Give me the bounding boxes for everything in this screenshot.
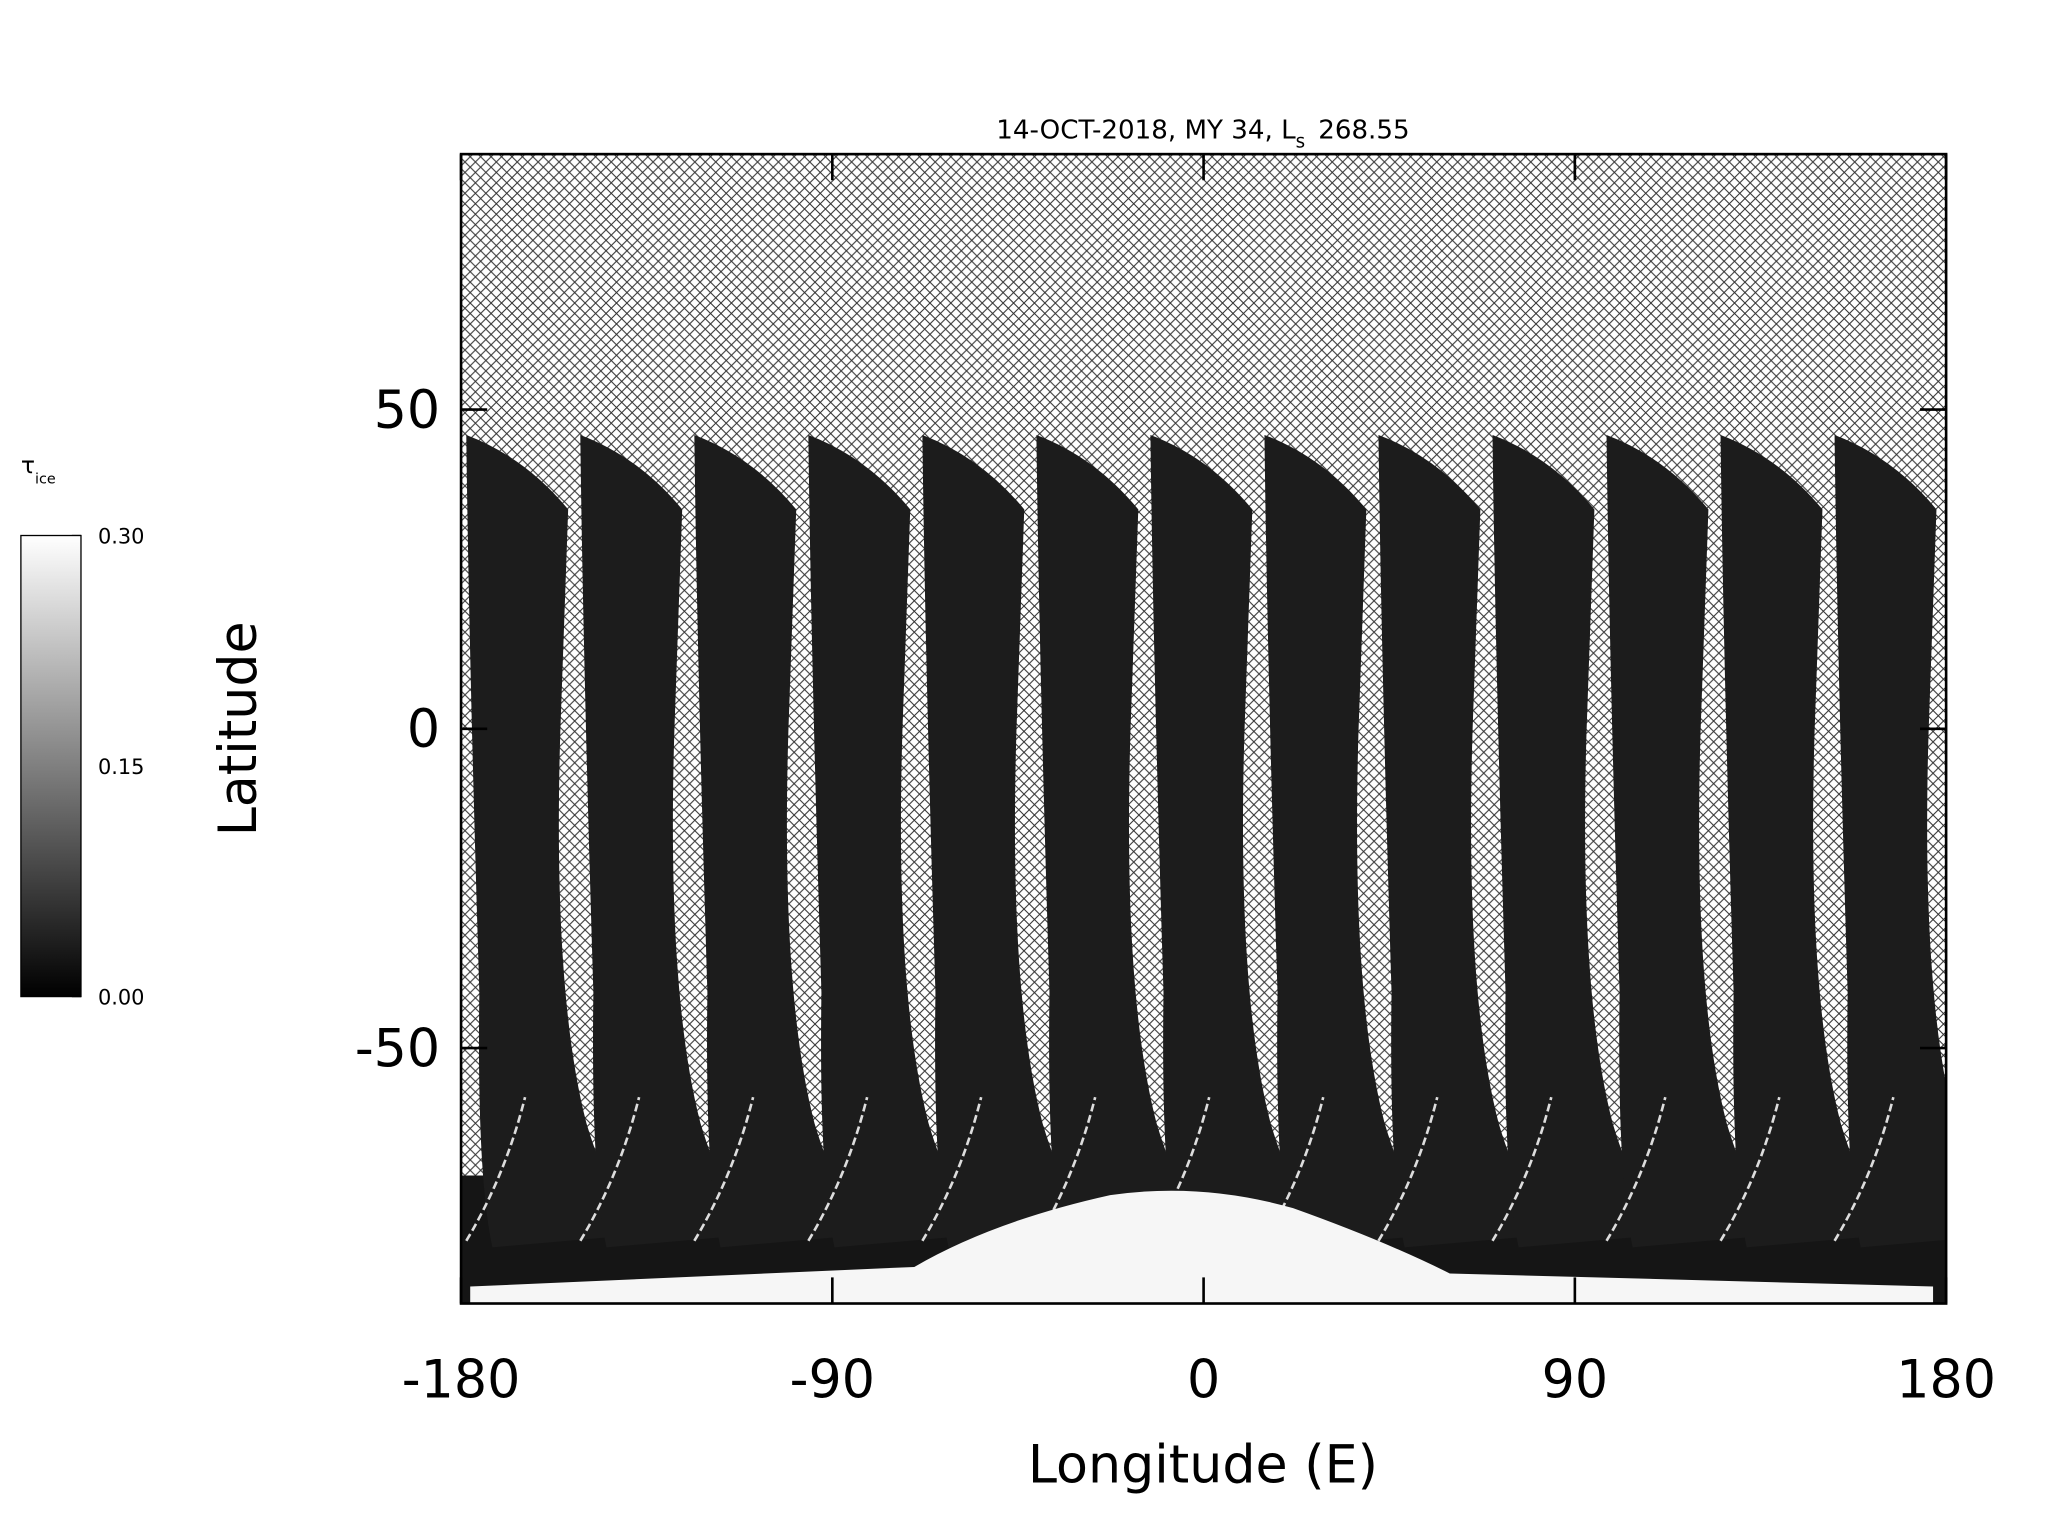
swath xyxy=(1378,434,1555,1248)
swath xyxy=(1264,434,1441,1248)
x-tick-label: 90 xyxy=(1542,1351,1608,1411)
swath xyxy=(1606,434,1783,1248)
swath-edge xyxy=(1605,1096,1667,1242)
swath-edge xyxy=(1377,1096,1439,1242)
x-tick-label: 0 xyxy=(1187,1351,1220,1411)
swath xyxy=(1036,434,1213,1248)
colorbar-tick-label: 0.30 xyxy=(98,524,144,548)
swath xyxy=(922,434,1099,1248)
x-tick-label: -90 xyxy=(790,1351,875,1411)
colorbar-label: τice xyxy=(21,451,56,487)
swath xyxy=(808,434,985,1248)
y-tick-label: 50 xyxy=(374,381,440,441)
x-axis-label: Longitude (E) xyxy=(1028,1435,1378,1495)
x-tick-label: 180 xyxy=(1896,1351,1996,1411)
swath xyxy=(1150,434,1327,1248)
swath xyxy=(580,434,757,1248)
chart-title: 14-OCT-2018, MY 34, Ls 268.55 xyxy=(996,115,1409,152)
y-tick-label: 0 xyxy=(407,700,440,760)
swath-edge xyxy=(1719,1096,1781,1242)
swath-edge xyxy=(921,1096,983,1242)
swath-edge xyxy=(1833,1096,1895,1242)
colorbar xyxy=(20,534,82,998)
swath-edge xyxy=(1491,1096,1553,1242)
colorbar-tick-label: 0.00 xyxy=(98,985,144,1009)
y-axis-label: Latitude xyxy=(209,621,269,836)
x-tick-label: -180 xyxy=(402,1351,521,1411)
swath xyxy=(694,434,871,1248)
swath xyxy=(1720,434,1897,1248)
swaths xyxy=(461,434,1947,1304)
swath xyxy=(1834,434,1947,1248)
swath xyxy=(1492,434,1669,1248)
swath-edge xyxy=(693,1096,755,1242)
swath-edge xyxy=(465,1096,527,1242)
axes: -180 -90 0 90 180 -50 0 50 0.00 0.15 0.30 xyxy=(71,154,1996,1411)
colorbar-tick-label: 0.15 xyxy=(98,755,144,779)
y-tick-label: -50 xyxy=(355,1019,440,1079)
swath xyxy=(466,434,643,1248)
swath-edge xyxy=(579,1096,641,1242)
swath-edge xyxy=(807,1096,869,1242)
polar-ice xyxy=(470,1190,1934,1304)
